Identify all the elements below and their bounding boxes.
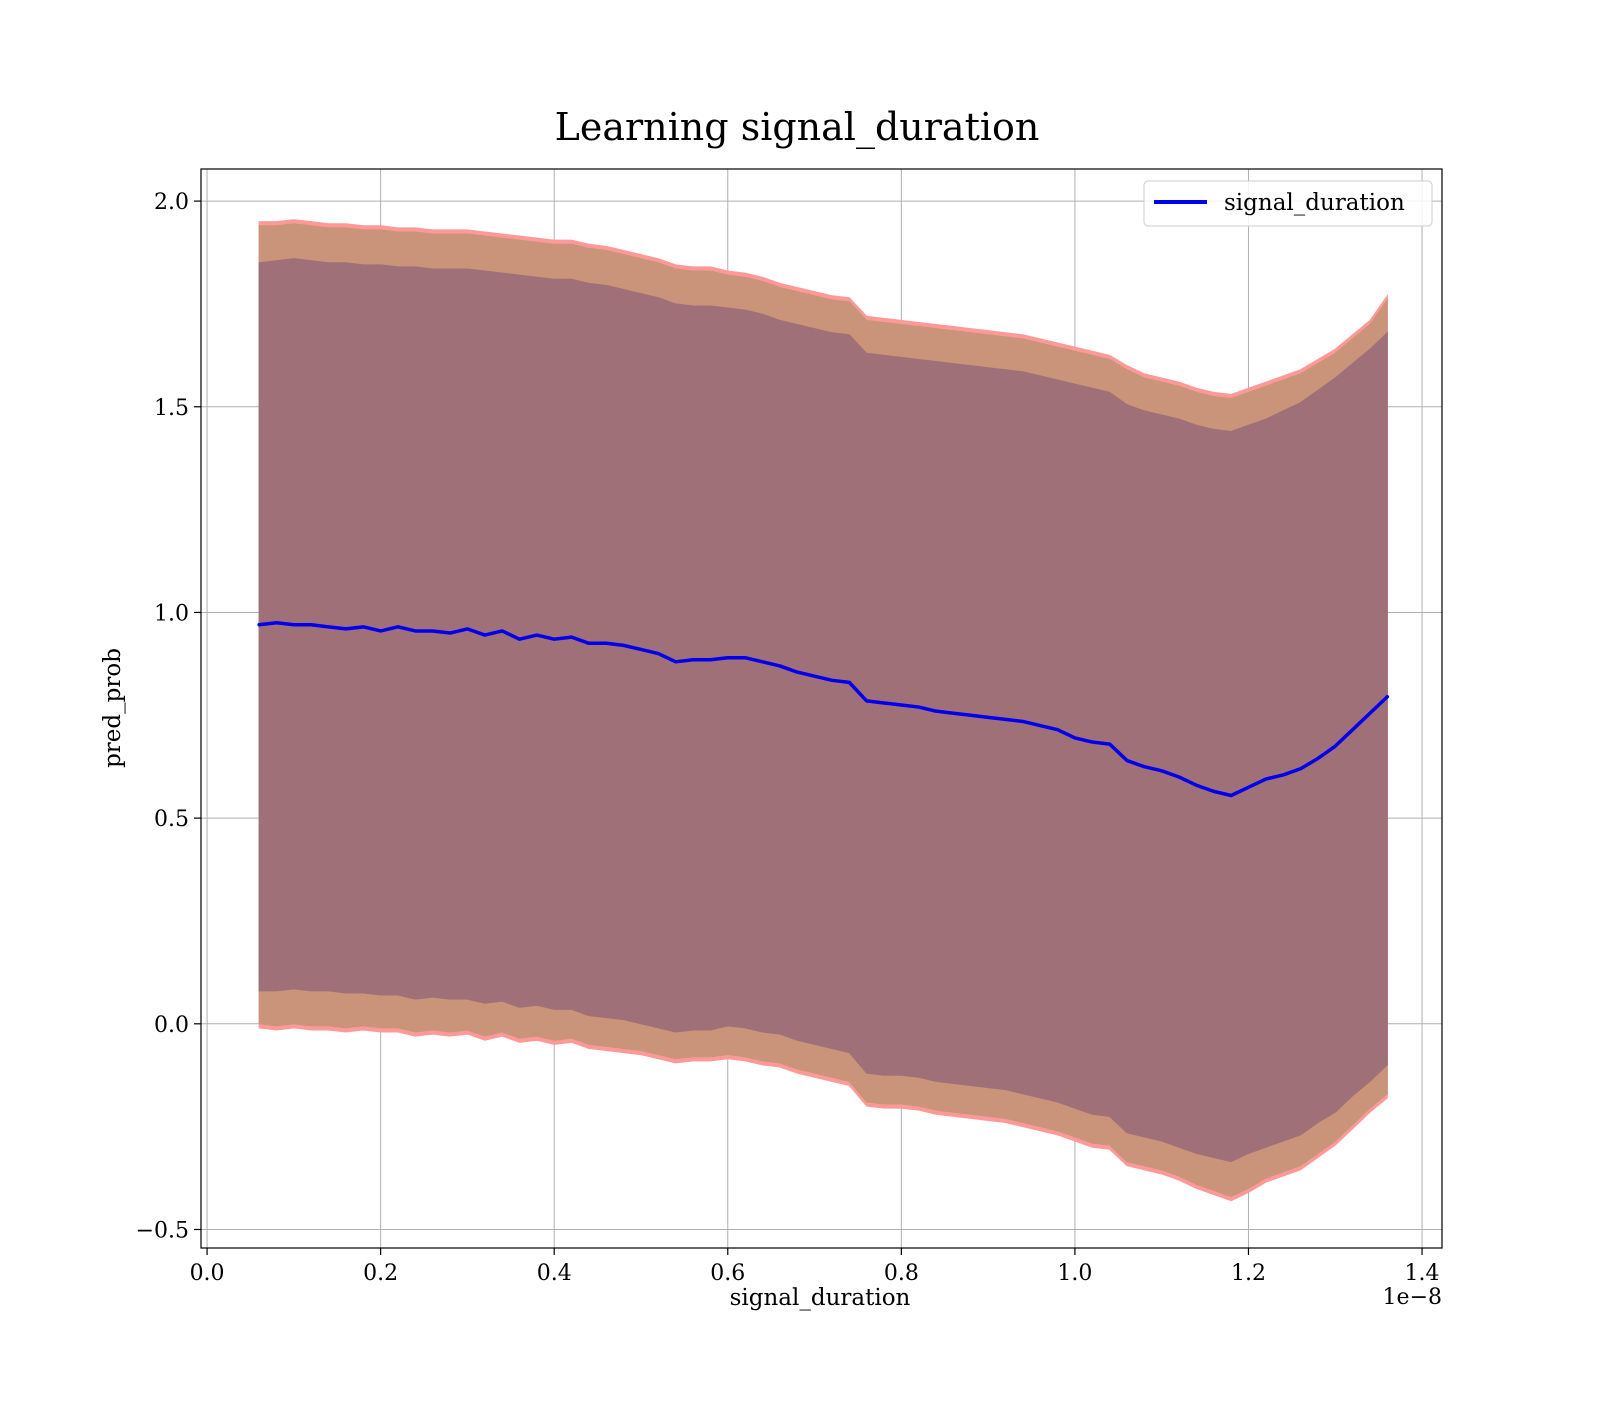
confidence-bands [258,219,1388,1202]
x-tick-label: 1.0 [1057,1261,1092,1286]
y-tick-label: 2.0 [154,190,189,215]
axis-ticks: 0.0 0.2 0.4 0.6 0.8 1.0 1.2 1.4−0.50.00.51.01.5… [136,190,1440,1286]
y-tick-label: 1.5 [154,396,189,421]
legend-frame [1143,180,1433,227]
x-axis-offset-label: 1e−8 [1383,1285,1442,1310]
x-tick-label: 0.0 [190,1261,225,1286]
x-tick-label: 0.4 [537,1261,572,1286]
legend: signal_duration [1143,180,1433,227]
x-tick-label: 1.4 [1405,1261,1440,1286]
y-tick-label: 0.5 [154,807,189,832]
y-axis-label: pred_prob [100,648,126,768]
chart-title: Learning signal_duration [555,105,1040,150]
x-tick-label: 0.6 [710,1261,745,1286]
x-axis-label: signal_duration [730,1285,911,1311]
series-line-signal_duration [257,620,1390,798]
x-tick-label: 0.8 [884,1261,919,1286]
y-tick-label: 1.0 [154,601,189,626]
x-tick-label: 0.2 [363,1261,398,1286]
plot-frame [200,168,1443,1249]
y-tick-label: −0.5 [136,1218,189,1243]
inner-confidence-band [258,258,1388,1163]
series-layer [257,620,1390,798]
legend-entry-label: signal_duration [1224,190,1405,216]
y-tick-label: 0.0 [154,1013,189,1038]
x-tick-label: 1.2 [1231,1261,1266,1286]
